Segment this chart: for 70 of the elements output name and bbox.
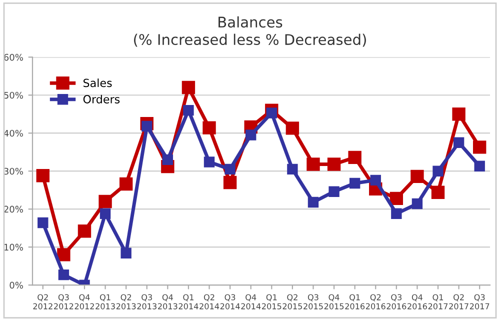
x-tick-label: Q1 2015 [262, 294, 282, 310]
x-tick-label: Q4 2016 [408, 294, 427, 310]
point [182, 80, 196, 94]
point [390, 192, 404, 206]
point [202, 121, 216, 134]
x-tick-label: Q3 2012 [54, 294, 74, 310]
y-tick-label: 60% [4, 54, 23, 61]
point [78, 224, 92, 238]
x-tick-label: Q2 2016 [366, 294, 386, 310]
x-tick-label: Q4 2013 [158, 294, 178, 310]
point [183, 104, 194, 116]
point [57, 248, 70, 262]
point [473, 140, 486, 154]
point [327, 158, 341, 171]
x-tick-label: Q2 2012 [33, 294, 52, 310]
point [306, 158, 320, 171]
point [349, 178, 360, 189]
point [38, 217, 48, 228]
legend-label: Sales [83, 78, 112, 88]
point [287, 164, 298, 175]
point [100, 208, 111, 219]
point [348, 150, 362, 164]
point [142, 120, 152, 132]
y-tick-label: 0% [10, 282, 23, 289]
x-tick-label: Q2 2014 [200, 294, 220, 310]
point [286, 122, 300, 135]
point [120, 248, 132, 258]
point [223, 176, 237, 190]
point [224, 164, 236, 175]
x-tick-label: Q1 2016 [345, 294, 365, 310]
point [370, 174, 381, 186]
x-tick-label: Q3 2015 [304, 294, 323, 310]
x-tick-label: Q3 2016 [386, 294, 406, 310]
y-tick-label: 20% [4, 206, 23, 213]
point [204, 156, 215, 168]
x-tick-label: Q4 2012 [74, 294, 94, 310]
point [58, 269, 70, 280]
x-tick-label: Q3 2017 [470, 294, 490, 310]
x-tick-label: Q2 2017 [449, 294, 468, 310]
x-tick-label: Q1 2017 [428, 294, 448, 310]
point [36, 169, 50, 182]
point [431, 186, 445, 199]
x-tick-label: Q2 2013 [116, 294, 136, 310]
point [119, 177, 133, 191]
point [266, 108, 277, 118]
point [474, 160, 485, 172]
legend-label: Orders [83, 94, 120, 104]
point [328, 186, 340, 197]
point [410, 170, 424, 184]
point [98, 194, 112, 208]
point [246, 130, 256, 140]
x-tick-label: Q4 2014 [241, 294, 261, 310]
y-tick-label: 10% [4, 244, 23, 251]
point [162, 154, 174, 166]
y-tick-label: 40% [4, 130, 23, 137]
point [412, 198, 423, 210]
x-tick-label: Q4 2015 [324, 294, 344, 310]
x-tick-label: Q3 2013 [137, 294, 156, 310]
point [308, 196, 319, 208]
point [391, 208, 402, 219]
point [432, 166, 444, 176]
x-tick-label: Q1 2014 [178, 294, 198, 310]
y-tick-label: 50% [4, 92, 23, 99]
y-tick-label: 30% [4, 168, 23, 175]
x-tick-label: Q3 2014 [220, 294, 240, 310]
point [453, 137, 464, 148]
x-tick-label: Q2 2015 [282, 294, 302, 310]
point [452, 108, 466, 121]
chart-title: Balances (% Increased less % Decreased) [134, 16, 366, 47]
x-tick-label: Q1 2013 [96, 294, 115, 310]
